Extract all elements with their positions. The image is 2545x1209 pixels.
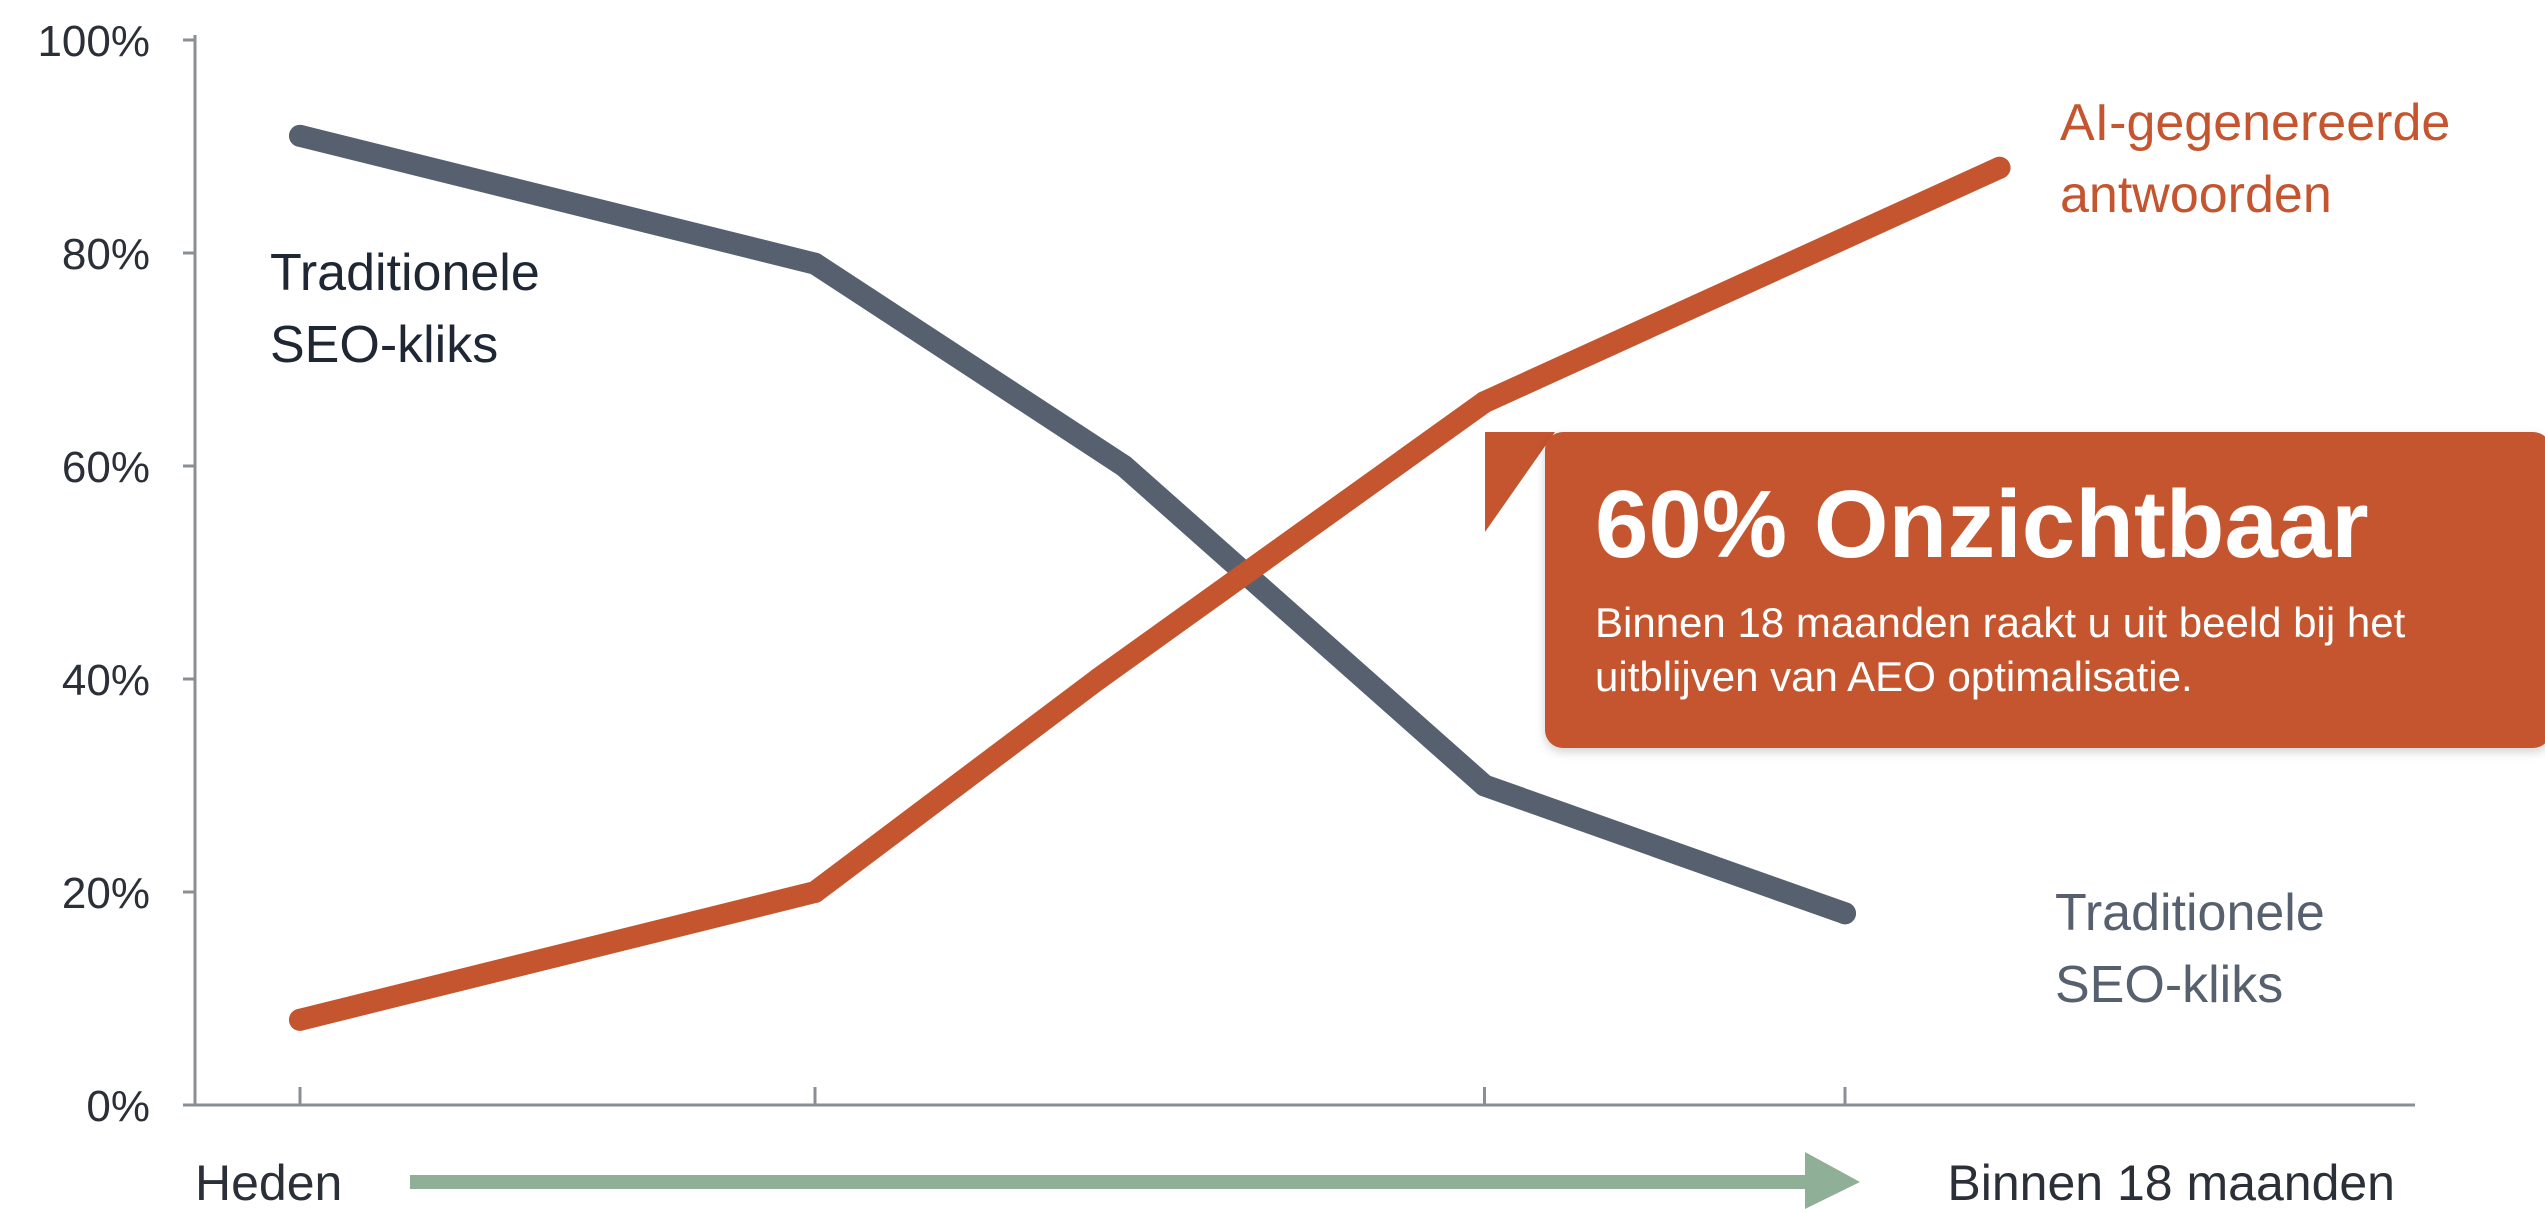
- y-tick-label: 40%: [62, 656, 150, 705]
- y-tick-label: 20%: [62, 869, 150, 918]
- data-point: [289, 1008, 311, 1031]
- seo-start-label: Traditionele SEO-kliks: [270, 244, 540, 374]
- data-point: [289, 124, 311, 147]
- data-point: [1113, 455, 1135, 477]
- ai-end-label: AI-gegenereerde antwoorden: [2060, 94, 2450, 224]
- annotation-callout: 60% Onzichtbaar Binnen 18 maanden raakt …: [1545, 432, 2545, 748]
- x-label-start: Heden: [195, 1155, 342, 1209]
- y-tick-label: 80%: [62, 230, 150, 279]
- data-point: [1834, 902, 1856, 925]
- y-tick-labels: 0% 20% 40% 60% 80% 100%: [37, 17, 195, 1131]
- time-arrow-head: [1805, 1152, 1860, 1209]
- data-point: [1087, 668, 1110, 690]
- x-tick-marks: [298, 1087, 1847, 1105]
- data-point: [1473, 774, 1496, 797]
- y-tick-label: 100%: [37, 17, 150, 66]
- data-point: [1988, 156, 2011, 179]
- y-tick-label: 60%: [62, 443, 150, 492]
- callout-title: 60% Onzichtbaar: [1595, 471, 2369, 578]
- series-labels: Traditionele SEO-kliks Traditionele SEO-kli…: [270, 94, 2450, 1014]
- data-point: [1473, 391, 1496, 414]
- x-label-end: Binnen 18 maanden: [1947, 1155, 2395, 1209]
- data-point: [804, 881, 826, 903]
- time-arrow: Heden Binnen 18 maanden: [195, 1152, 2395, 1209]
- series-lines: [289, 124, 2011, 1031]
- axes: [193, 35, 2415, 1107]
- seo-end-label: Traditionele SEO-kliks: [2055, 884, 2325, 1014]
- data-point: [804, 252, 826, 275]
- y-tick-label: 0%: [86, 1082, 150, 1131]
- callout-body: Binnen 18 maanden raakt u uit beeld bij …: [1595, 598, 2406, 701]
